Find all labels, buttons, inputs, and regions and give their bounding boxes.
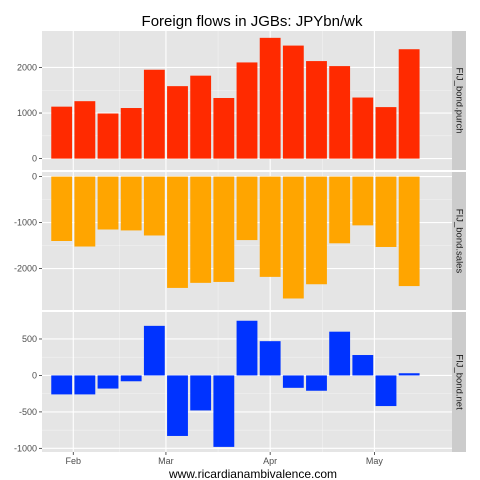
y-tick-label: 0: [32, 154, 37, 164]
bar: [74, 375, 96, 395]
bar: [190, 176, 212, 283]
bar: [167, 375, 188, 436]
bar: [213, 97, 235, 159]
bar: [352, 176, 374, 226]
bar: [213, 375, 235, 447]
chart-title: Foreign flows in JGBs: JPYbn/wk: [142, 13, 363, 30]
x-tick-label: May: [366, 456, 384, 466]
bar: [398, 49, 420, 159]
bar: [167, 86, 188, 159]
panel-FIJ_bond.purch: 0 1000 2000 FIJ_bond.purch: [17, 31, 466, 170]
y-tick-label: -2000: [14, 264, 37, 274]
facet-strip-label: FIJ_bond.purch: [453, 67, 464, 133]
bar: [74, 176, 96, 247]
bar: [143, 325, 165, 376]
bar: [190, 75, 212, 159]
bar: [143, 69, 165, 159]
bar: [329, 331, 351, 376]
bar: [352, 355, 374, 376]
y-tick-label: 500: [22, 334, 37, 344]
bar: [259, 176, 281, 277]
facet-strip-label: FIJ_bond.sales: [453, 209, 464, 274]
bar: [213, 176, 235, 282]
bar: [259, 341, 281, 376]
bar: [51, 106, 73, 159]
x-axis: Feb Mar Apr May: [66, 452, 384, 466]
facet-strip-label: FIJ_bond.net: [453, 354, 464, 410]
y-tick-label: 0: [32, 172, 37, 182]
bar: [282, 176, 304, 299]
bar: [120, 108, 142, 159]
bar: [120, 375, 142, 382]
bar: [329, 66, 351, 159]
bar: [306, 61, 327, 159]
bar: [236, 62, 258, 159]
bar: [398, 176, 420, 287]
bar: [306, 375, 327, 391]
y-tick-label: -1000: [14, 218, 37, 228]
bar: [51, 375, 73, 395]
bar: [398, 373, 420, 376]
bar: [375, 375, 397, 407]
y-tick-label: -500: [19, 407, 37, 417]
facet-strip: [452, 312, 466, 452]
bar: [352, 97, 374, 159]
x-tick-label: Mar: [158, 456, 174, 466]
bar: [51, 176, 73, 241]
bar: [120, 176, 142, 231]
x-tick-label: Apr: [263, 456, 277, 466]
bar: [236, 176, 258, 241]
bar: [143, 176, 165, 236]
bar: [97, 176, 119, 230]
bar: [74, 101, 96, 159]
bar: [97, 375, 119, 389]
panel-FIJ_bond.sales: -2000 -1000 0 FIJ_bond.sales: [14, 172, 466, 310]
bar: [282, 45, 304, 159]
bar: [167, 176, 188, 288]
facet-strip: [452, 172, 466, 310]
bar: [259, 37, 281, 159]
facet-strip: [452, 31, 466, 170]
bar: [306, 176, 327, 285]
x-axis-label: www.ricardianambivalence.com: [168, 467, 337, 480]
bar: [282, 375, 304, 388]
y-tick-label: 0: [32, 370, 37, 380]
bar: [375, 176, 397, 247]
panel-FIJ_bond.net: -1000 -500 0 500 FIJ_bond.net: [14, 312, 466, 453]
bar: [375, 107, 397, 159]
x-tick-label: Feb: [66, 456, 82, 466]
y-tick-label: -1000: [14, 443, 37, 453]
bar: [190, 375, 212, 411]
y-tick-label: 2000: [17, 62, 37, 72]
bar: [97, 113, 119, 159]
chart-panels: 0 1000 2000 FIJ_bond.purch -2000 -1000 0 FIJ_bo…: [14, 31, 466, 453]
y-tick-label: 1000: [17, 108, 37, 118]
bar: [329, 176, 351, 244]
bar: [236, 320, 258, 376]
